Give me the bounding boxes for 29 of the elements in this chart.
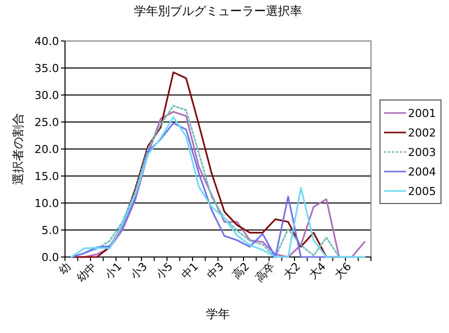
y-tick-label: 5.0 (42, 224, 59, 237)
x-tick-label: 小5 (154, 260, 176, 282)
x-tick-label: 小1 (102, 260, 124, 282)
y-axis-title: 選択者の割合 (11, 113, 25, 185)
y-tick-label: 0.0 (42, 251, 59, 264)
y-tick-label: 25.0 (34, 116, 59, 129)
x-axis-title: 学年 (206, 307, 230, 321)
y-tick-label: 20.0 (34, 143, 59, 156)
x-tick-label: 高卒 (252, 260, 278, 285)
y-tick-label: 15.0 (34, 170, 59, 183)
x-tick-label: 高2 (230, 260, 252, 282)
x-tick-label: 大6 (332, 260, 354, 282)
y-tick-label: 35.0 (34, 62, 59, 75)
x-tick-label: 幼 (56, 260, 74, 277)
x-tick-label: 中1 (179, 260, 201, 282)
legend-label: 2004 (408, 166, 436, 178)
x-tick-label: 小3 (128, 260, 150, 282)
y-tick-label: 40.0 (34, 35, 59, 48)
x-tick-label: 幼中 (74, 260, 99, 285)
legend-label: 2002 (408, 126, 436, 140)
legend-label: 2005 (408, 185, 436, 198)
legend-label: 2001 (408, 107, 436, 120)
x-tick-label: 大2 (281, 260, 303, 282)
y-tick-label: 30.0 (34, 89, 59, 102)
legend-label: 2003 (408, 146, 436, 159)
x-tick-label: 大4 (306, 260, 328, 282)
y-tick-label: 10.0 (34, 197, 59, 210)
x-tick-label: 中3 (204, 260, 226, 282)
chart-title: 学年別ブルグミューラー選択率 (134, 4, 302, 18)
